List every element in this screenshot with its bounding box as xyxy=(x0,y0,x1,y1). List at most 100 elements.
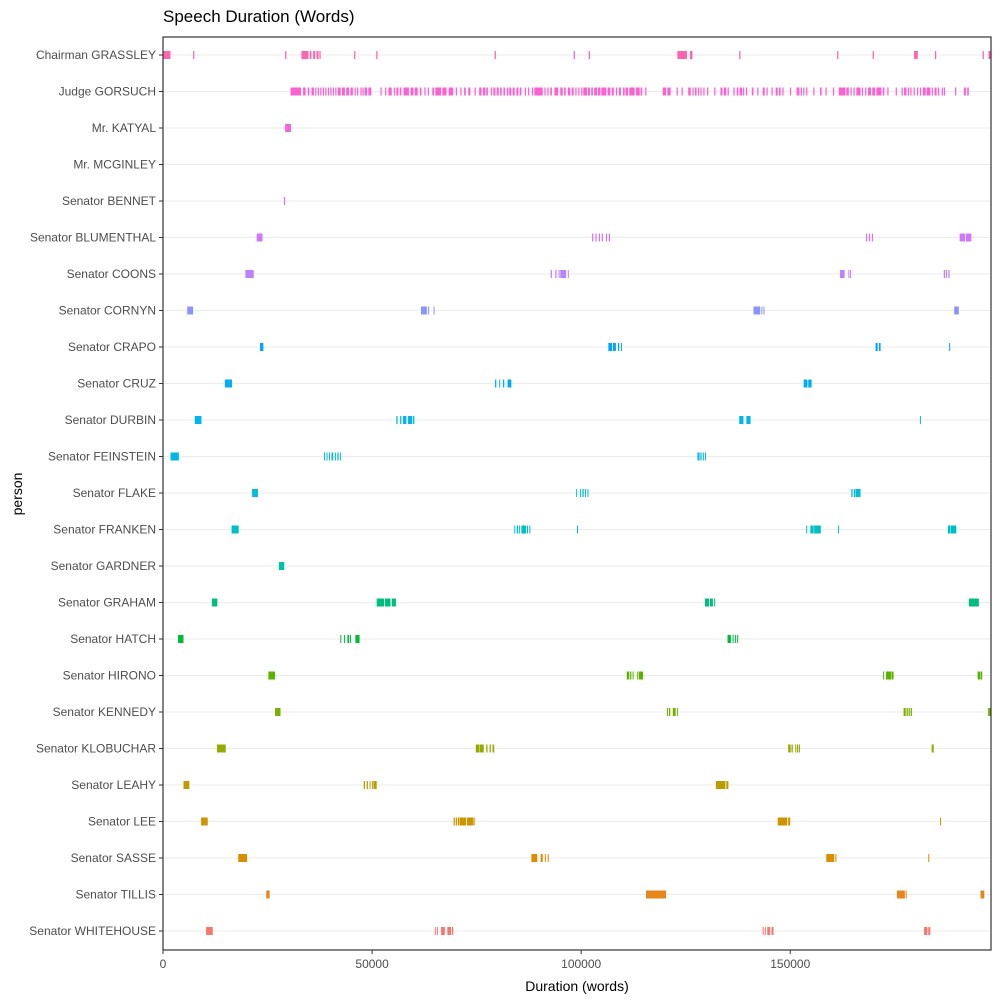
speech-segment xyxy=(317,87,319,96)
speech-segment xyxy=(608,343,613,351)
speech-segment xyxy=(368,87,372,96)
speech-segment xyxy=(433,306,435,315)
speech-segment xyxy=(486,87,488,96)
speech-segment xyxy=(667,87,671,96)
speech-segment xyxy=(700,87,702,96)
speech-segment xyxy=(339,452,341,461)
speech-segment xyxy=(493,87,496,96)
speech-segment xyxy=(486,744,488,753)
speech-segment xyxy=(238,854,248,862)
y-tick-label: Senator GARDNER xyxy=(51,559,157,573)
speech-segment xyxy=(283,197,286,205)
speech-segment xyxy=(494,51,496,59)
speech-segment xyxy=(322,87,324,96)
speech-segment xyxy=(736,87,739,96)
y-tick-label: Chairman GRASSLEY xyxy=(36,48,156,62)
speech-segment xyxy=(692,87,694,96)
speech-segment xyxy=(579,489,581,497)
y-axis-title: person xyxy=(9,473,25,516)
speech-segment xyxy=(419,87,422,96)
speech-segment xyxy=(727,87,729,96)
speech-segment xyxy=(931,87,933,96)
speech-segment xyxy=(594,87,598,96)
speech-segment xyxy=(380,87,382,96)
speech-segment xyxy=(848,270,850,278)
speech-segment xyxy=(526,525,529,534)
speech-segment xyxy=(919,87,922,96)
speech-segment xyxy=(453,817,455,826)
speech-segment xyxy=(301,51,309,59)
speech-segment xyxy=(934,51,937,59)
speech-segment xyxy=(982,51,984,59)
speech-segment xyxy=(813,87,815,96)
speech-segment xyxy=(252,489,258,497)
speech-segment xyxy=(840,270,845,278)
y-tick-label: Judge GORSUCH xyxy=(59,85,156,99)
speech-segment xyxy=(837,51,839,59)
speech-segment xyxy=(625,87,629,96)
speech-segment xyxy=(645,87,647,96)
speech-segment xyxy=(170,452,179,461)
speech-segment xyxy=(479,744,484,753)
speech-segment xyxy=(700,452,702,461)
speech-segment xyxy=(795,744,797,753)
speech-segment xyxy=(540,854,543,862)
speech-segment xyxy=(468,87,471,96)
speech-segment xyxy=(385,598,391,607)
x-axis-title: Duration (words) xyxy=(525,978,628,994)
speech-segment xyxy=(808,379,812,388)
speech-segment xyxy=(331,452,334,461)
speech-segment xyxy=(732,635,734,643)
speech-segment xyxy=(436,927,438,935)
speech-segment xyxy=(268,671,276,680)
x-tick-label: 0 xyxy=(160,957,167,971)
y-tick-label: Senator KENNEDY xyxy=(53,705,156,719)
speech-segment xyxy=(360,87,362,96)
speech-segment xyxy=(608,233,611,242)
y-tick-label: Senator SASSE xyxy=(71,851,156,865)
speech-segment xyxy=(349,635,351,643)
speech-segment xyxy=(778,87,781,96)
speech-segment xyxy=(948,270,950,278)
speech-segment xyxy=(178,635,184,643)
speech-segment xyxy=(357,87,359,96)
y-tick-label: Senator HIRONO xyxy=(63,669,156,683)
speech-segment xyxy=(313,51,316,59)
speech-segment xyxy=(544,87,546,96)
speech-segment xyxy=(907,87,910,96)
speech-segment xyxy=(362,87,364,96)
speech-segment xyxy=(183,781,190,789)
speech-segment xyxy=(943,87,945,96)
speech-segment xyxy=(193,51,195,59)
speech-segment xyxy=(887,87,889,96)
speech-segment xyxy=(810,525,814,534)
speech-segment xyxy=(547,854,549,862)
speech-segment xyxy=(886,671,892,680)
speech-segment xyxy=(676,708,678,716)
speech-segment xyxy=(340,635,342,643)
speech-segment xyxy=(309,51,312,59)
speech-segment xyxy=(447,927,452,935)
speech-segment xyxy=(278,562,285,570)
speech-segment xyxy=(727,635,731,643)
speech-segment xyxy=(400,416,402,424)
speech-segment xyxy=(473,817,475,826)
speech-segment xyxy=(424,87,426,96)
speech-segment xyxy=(669,708,671,716)
speech-segment xyxy=(629,87,635,96)
speech-segment xyxy=(988,708,991,716)
speech-segment xyxy=(635,87,640,96)
speech-segment xyxy=(615,87,618,96)
speech-segment xyxy=(514,525,516,534)
y-tick-label: Senator TILLIS xyxy=(76,888,157,902)
speech-segment xyxy=(723,87,727,96)
speech-segment xyxy=(837,525,839,534)
speech-segment xyxy=(211,598,218,607)
speech-segment xyxy=(968,598,979,607)
speech-segment xyxy=(320,87,322,96)
speech-segment xyxy=(980,890,985,899)
speech-segment xyxy=(623,87,625,96)
speech-segment xyxy=(516,87,519,96)
speech-segment xyxy=(492,744,495,753)
y-tick-label: Mr. MCGINLEY xyxy=(73,158,156,172)
